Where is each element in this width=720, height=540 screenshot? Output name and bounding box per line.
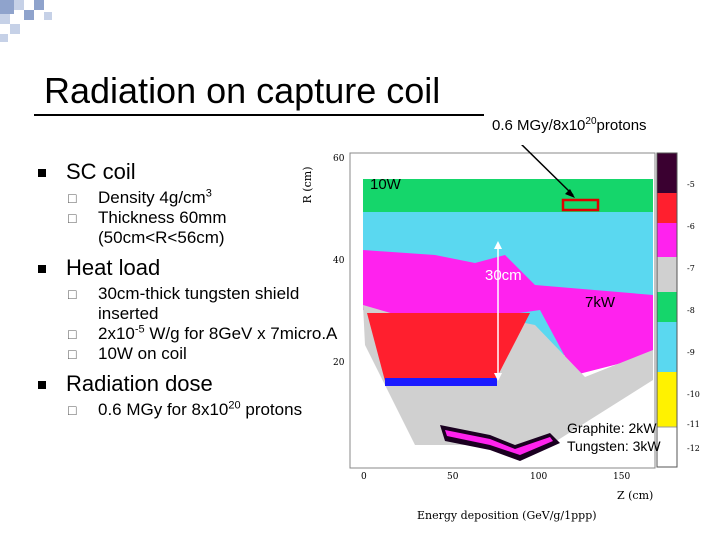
- thickness-arrowhead-bottom: [494, 373, 502, 381]
- thickness-arrowhead-top: [494, 241, 502, 249]
- target-cone-red: [367, 313, 530, 381]
- dose-annotation-prefix: 0.6 MGy/8x10: [492, 117, 586, 134]
- title-divider: [34, 114, 484, 116]
- sub-bullet-heat-rate: 2x10-5 W/g for 8GeV x 7micro.A: [38, 324, 338, 344]
- coil-pointer-arrowhead: [565, 189, 575, 198]
- sub-bullet-coil-heat: 10W on coil: [38, 344, 338, 364]
- dose-annotation-exponent: 20: [585, 116, 597, 127]
- shield-power-label: 7kW: [585, 294, 616, 311]
- x-tick: 0: [361, 472, 367, 482]
- slide-title: Radiation on capture coil: [44, 70, 441, 111]
- colorbar-tick: -9: [687, 348, 695, 357]
- colorbar-tick: -8: [687, 306, 695, 315]
- target-cone-blue: [385, 378, 497, 386]
- coil-pointer-arrow: [521, 145, 574, 196]
- bullet-heat-load: Heat load: [38, 254, 338, 282]
- dose-annotation-suffix: protons: [596, 117, 647, 134]
- colorbar-tick: -6: [687, 222, 695, 231]
- y-tick: 40: [333, 256, 345, 266]
- colorbar-tick: -12: [687, 444, 700, 453]
- coil-highlight-box: [561, 198, 600, 212]
- y-tick: 60: [333, 154, 345, 164]
- plot-frame: [349, 152, 656, 469]
- sub-bullet-tungsten-shield: 30cm-thick tungsten shield inserted: [38, 284, 338, 324]
- x-tick: 150: [613, 472, 630, 482]
- x-tick: 50: [447, 472, 459, 482]
- plot-caption: Energy deposition (GeV/g/1ppp): [417, 509, 597, 522]
- colorbar-ticks: -5 -6 -7 -8 -9 -10 -11 -12: [687, 180, 700, 453]
- y-axis-label: R (cm): [301, 167, 314, 204]
- graphite-power-label: Graphite: 2kW: [567, 420, 657, 436]
- sub-bullet-thickness: Thickness 60mm (50cm<R<56cm): [38, 208, 338, 248]
- tungsten-chevron-inner: [445, 430, 553, 455]
- colorbar-tick: -5: [687, 180, 695, 189]
- x-tick: 100: [530, 472, 547, 482]
- colorbar-tick: -10: [687, 390, 700, 399]
- dose-annotation: 0.6 MGy/8x1020protons: [492, 116, 647, 134]
- bullet-list: SC coil Density 4g/cm3 Thickness 60mm (5…: [38, 158, 338, 420]
- coil-power-label: 10W: [370, 176, 402, 193]
- bullet-radiation-dose: Radiation dose: [38, 370, 338, 398]
- y-tick: 20: [333, 358, 345, 368]
- colorbar: [656, 152, 678, 468]
- x-axis-label: Z (cm): [617, 489, 653, 502]
- colorbar-tick: -7: [687, 264, 695, 273]
- sub-bullet-density: Density 4g/cm3: [38, 188, 338, 208]
- shield-region-magenta: [363, 250, 653, 375]
- colorbar-tick: -11: [687, 420, 700, 429]
- bullet-sc-coil: SC coil: [38, 158, 338, 186]
- sub-bullet-dose: 0.6 MGy for 8x1020 protons: [38, 400, 338, 420]
- tungsten-power-label: Tungsten: 3kW: [567, 438, 661, 454]
- shield-thickness-label: 30cm: [485, 267, 522, 284]
- coil-band: [363, 179, 653, 212]
- energy-deposition-plot: -5 -6 -7 -8 -9 -10 -11 -12 R (cm) 60 40 …: [301, 145, 700, 522]
